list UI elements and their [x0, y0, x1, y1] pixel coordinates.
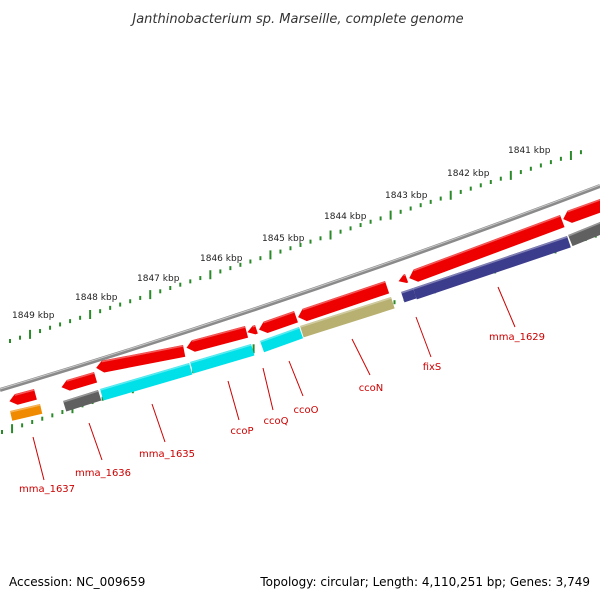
- gene-label-ccoP[interactable]: ccoP: [230, 426, 253, 437]
- leader-line: [288, 360, 304, 397]
- leader-line: [415, 316, 432, 358]
- cds-feature: [258, 311, 298, 334]
- gene-right-cog: [567, 222, 600, 247]
- gene-label-ccoN[interactable]: ccoN: [359, 383, 384, 394]
- gene-label-mma1629[interactable]: mma_1629: [489, 332, 545, 343]
- kbp-label: 1845 kbp: [262, 234, 305, 244]
- kbp-label: 1844 kbp: [324, 212, 367, 222]
- topology-summary: Topology: circular; Length: 4,110,251 bp…: [260, 575, 590, 589]
- gene-mma1637-cog: [9, 404, 43, 421]
- kbp-label: 1842 kbp: [447, 169, 490, 179]
- kbp-label: 1849 kbp: [12, 311, 55, 321]
- cds-feature: [298, 281, 390, 322]
- gene-label-ccoO[interactable]: ccoO: [294, 405, 319, 416]
- leader-line: [88, 422, 103, 461]
- genome-backbone-highlight: [0, 184, 600, 390]
- cds-feature: [9, 389, 37, 405]
- leader-line: [351, 338, 371, 376]
- position-track: 1849 kbp 1848 kbp 1847 kbp 1846 kbp 1845 kbp…: [9, 146, 582, 343]
- genome-backbone: [0, 184, 600, 392]
- gene-ccoN-cog: [299, 297, 395, 338]
- kbp-label: 1841 kbp: [508, 146, 551, 156]
- leader-line: [262, 367, 274, 411]
- kbp-label: 1848 kbp: [75, 293, 118, 303]
- gene-ccoO-cog: [259, 327, 304, 353]
- feature-track: [9, 199, 600, 421]
- kbp-label: 1846 kbp: [200, 254, 243, 264]
- gene-mma1636-cog: [62, 390, 102, 412]
- gene-label-mma1636[interactable]: mma_1636: [75, 468, 131, 479]
- gene-mma1629-cog: [412, 236, 571, 300]
- leader-line: [32, 436, 45, 481]
- map-title: Janthinobacterium sp. Marseille, complet…: [129, 12, 463, 27]
- kbp-label: 1843 kbp: [385, 191, 428, 201]
- leader-line: [227, 380, 240, 421]
- gene-fixS-cog: [400, 288, 417, 303]
- cds-feature: [398, 274, 409, 283]
- gene-label-mma1635[interactable]: mma_1635: [139, 449, 195, 460]
- cds-feature: [96, 345, 186, 373]
- cds-feature: [247, 325, 258, 335]
- cds-feature: [409, 215, 565, 282]
- accession-text: Accession: NC_009659: [9, 575, 146, 589]
- gene-label-mma1637[interactable]: mma_1637: [19, 484, 75, 495]
- leader-line: [151, 403, 166, 443]
- cds-feature: [61, 372, 98, 391]
- gene-ccoP-cog: [189, 344, 255, 374]
- gene-mma1635-cog: [99, 363, 193, 401]
- kbp-label: 1847 kbp: [137, 274, 180, 284]
- leader-line: [497, 286, 516, 328]
- cds-feature: [563, 199, 600, 223]
- gene-label-ccoQ[interactable]: ccoQ: [264, 416, 289, 427]
- gene-label-fixS[interactable]: fixS: [423, 362, 442, 373]
- cds-feature: [186, 326, 249, 352]
